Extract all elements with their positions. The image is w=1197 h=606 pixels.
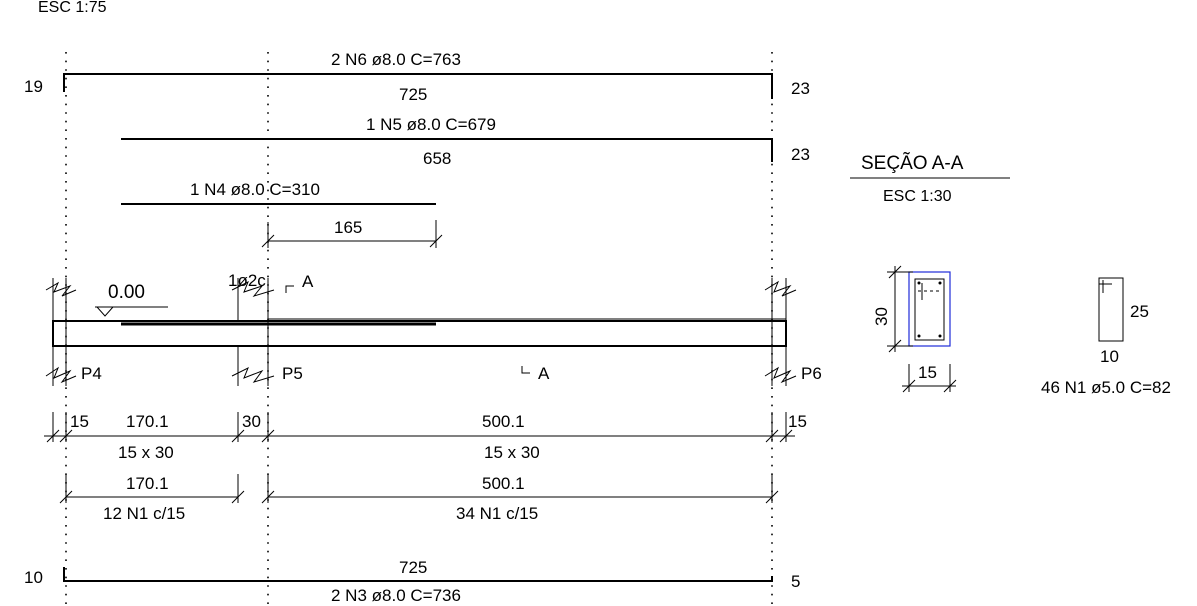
dim-row2-500-1: 500.1 (482, 474, 525, 493)
beam-level: 0.00 (108, 282, 145, 303)
dim-row2-170-1: 170.1 (126, 474, 169, 493)
stirrup-width: 10 (1100, 347, 1119, 366)
section-size-right: 15 x 30 (484, 443, 540, 462)
section-scale: ESC 1:30 (883, 188, 952, 205)
dim-15-left: 15 (70, 412, 89, 431)
section-size-left: 15 x 30 (118, 443, 174, 462)
dim-30: 30 (242, 412, 261, 431)
section-width: 15 (918, 363, 937, 382)
bar-n3-hook-right: 5 (791, 572, 800, 591)
bar-n4-label: 1 N4 ø8.0 C=310 (190, 180, 320, 199)
bar-n5-hook-right: 23 (791, 145, 810, 164)
bar-n6-length: 725 (399, 85, 427, 104)
bar-n6-label: 2 N6 ø8.0 C=763 (331, 50, 461, 69)
bar-n6-hook-right: 23 (791, 79, 810, 98)
bar-n5: 1 N5 ø8.0 C=679 658 23 (121, 115, 810, 168)
bar-n3-label: 2 N3 ø8.0 C=736 (331, 586, 461, 605)
beam-elevation: 0.00 1ø2c A A (52, 271, 787, 383)
dimension-row-2: 170.1 500.1 12 N1 c/15 34 N1 c/15 (59, 474, 779, 523)
section-title: SEÇÃO A-A (861, 152, 964, 174)
stirrups-left: 12 N1 c/15 (103, 504, 185, 523)
section-mark-bottom: A (538, 364, 550, 383)
stirrups-right: 34 N1 c/15 (456, 504, 538, 523)
support-p4-label: P4 (81, 364, 102, 383)
bar-n6-hook-left: 19 (24, 77, 43, 96)
stirrup-height: 25 (1130, 302, 1149, 321)
bar-n3-hook-left: 10 (24, 568, 43, 587)
bar-n3: 725 2 N3 ø8.0 C=736 10 5 (24, 558, 800, 605)
support-p6: P6 (764, 278, 822, 386)
bar-n4: 1 N4 ø8.0 C=310 165 (121, 180, 443, 248)
dimension-row-1: 15 170.1 30 500.1 15 15 x 30 15 x 30 (44, 412, 807, 462)
dim-170-1: 170.1 (126, 412, 169, 431)
dim-500-1: 500.1 (482, 412, 525, 431)
section-a-a: SEÇÃO A-A ESC 1:30 30 15 25 10 46 N1 ø5.… (850, 152, 1171, 397)
support-p4: P4 (45, 278, 102, 386)
bar-n6: 2 N6 ø8.0 C=763 725 19 23 (24, 50, 810, 104)
bar-n5-label: 1 N5 ø8.0 C=679 (366, 115, 496, 134)
bar-n4-anchor-length: 165 (334, 218, 362, 237)
header-scale-label: ESC 1:75 (38, 0, 107, 16)
bar-n5-length: 658 (423, 149, 451, 168)
bar-n3-length: 725 (399, 558, 427, 577)
section-height: 30 (872, 307, 891, 326)
support-p6-label: P6 (801, 364, 822, 383)
support-p5: P5 (231, 278, 303, 386)
dim-15-right: 15 (788, 412, 807, 431)
stirrup-label: 46 N1 ø5.0 C=82 (1041, 378, 1171, 397)
section-mark-top: A (302, 272, 314, 291)
support-p5-label: P5 (282, 364, 303, 383)
